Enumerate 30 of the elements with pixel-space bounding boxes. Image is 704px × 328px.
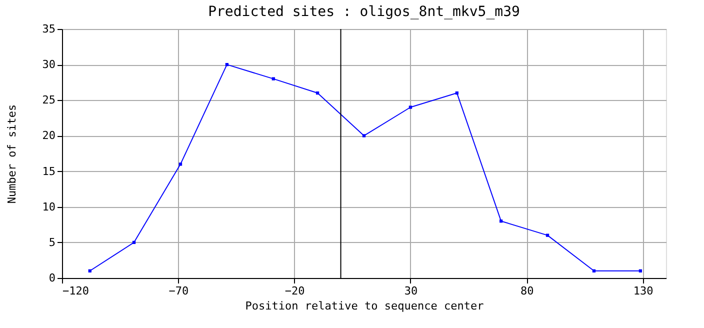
y-tick-label: 5 (48, 236, 56, 249)
y-axis-title: Number of sites (5, 104, 18, 204)
x-tick-label: −70 (168, 284, 189, 298)
x-tick-label: −120 (62, 284, 89, 298)
point (272, 77, 275, 80)
y-tick-label: 20 (42, 129, 56, 142)
point (225, 62, 229, 66)
x-axis-title: Position relative to sequence center (245, 300, 484, 312)
point (592, 269, 596, 272)
point (132, 240, 136, 244)
y-tick-label: 25 (42, 94, 56, 107)
point (546, 234, 550, 237)
chart-title: Predicted sites : oligos_8nt_mkv5_m39 (208, 4, 520, 20)
y-tick-label: 0 (48, 272, 56, 284)
x-tick-label: −20 (284, 284, 305, 298)
point (455, 91, 459, 95)
point (362, 134, 366, 138)
y-tick-label: 35 (42, 22, 56, 36)
point (178, 162, 182, 166)
point (638, 269, 642, 272)
x-tick-label: 80 (520, 284, 534, 298)
point (88, 269, 92, 272)
y-tick-label: 30 (42, 58, 56, 72)
y-tick-label: 10 (42, 200, 56, 214)
x-tick-label: 30 (404, 284, 418, 298)
x-tick-label: 130 (633, 284, 654, 298)
point (316, 91, 320, 95)
point (499, 220, 503, 223)
y-tick-label: 15 (42, 164, 56, 178)
point (408, 106, 412, 109)
